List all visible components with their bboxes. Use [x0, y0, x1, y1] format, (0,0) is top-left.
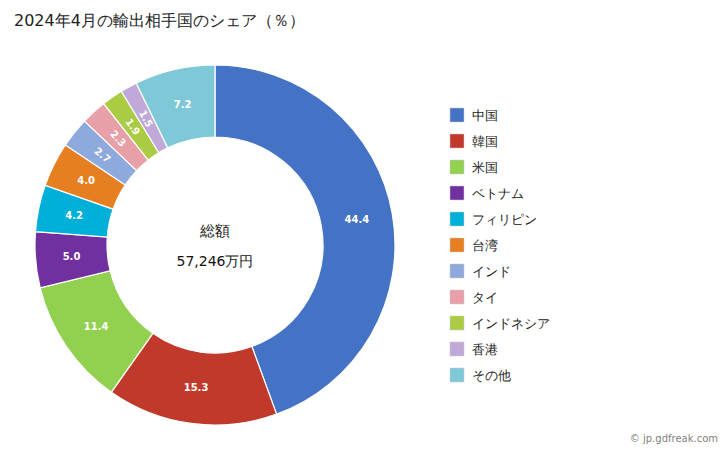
legend-item: 韓国 — [450, 134, 498, 149]
legend-item: 米国 — [450, 160, 498, 175]
legend-label: インド — [472, 264, 511, 279]
legend-item: 香港 — [450, 342, 498, 357]
legend-label: 中国 — [472, 108, 498, 123]
legend-label: 韓国 — [472, 134, 498, 149]
legend-item: 台湾 — [450, 238, 498, 253]
legend-item: インドネシア — [450, 316, 550, 331]
slice — [40, 271, 153, 392]
legend-item: タイ — [450, 290, 498, 305]
data-label: 1.5 — [137, 108, 155, 129]
chart: 2024年4月の輸出相手国のシェア（％） 44.4 15.3 11.4 5.0 4.2 4.… — [0, 0, 728, 450]
center-label: 総額 — [199, 222, 230, 240]
center-label: 57,246万円 — [177, 253, 254, 269]
data-label: 7.2 — [174, 99, 192, 110]
slice — [136, 65, 215, 148]
data-labels: 44.4 15.3 11.4 5.0 4.2 4.0 2.72.31.91.5 7.2 — [63, 99, 370, 393]
legend-swatch — [450, 108, 464, 122]
legend-label: 台湾 — [472, 238, 498, 253]
watermark: © jp.gdfreak.com — [630, 433, 718, 444]
legend-swatch — [450, 160, 464, 174]
legend-label: フィリピン — [472, 212, 537, 227]
legend-item: ベトナム — [450, 186, 524, 201]
legend-label: インドネシア — [472, 316, 550, 331]
data-label: 15.3 — [184, 382, 209, 393]
legend-swatch — [450, 316, 464, 330]
data-label: 4.0 — [77, 175, 95, 186]
slice — [35, 232, 110, 288]
data-label: 2.7 — [92, 145, 113, 165]
legend-swatch — [450, 264, 464, 278]
legend-label: タイ — [472, 290, 498, 305]
legend-swatch — [450, 186, 464, 200]
legend-item: インド — [450, 264, 511, 279]
data-label: 1.9 — [123, 116, 142, 137]
data-label: 44.4 — [344, 214, 369, 225]
legend: 中国韓国米国ベトナムフィリピン台湾インドタイインドネシア香港その他 — [450, 108, 550, 383]
legend-label: その他 — [472, 368, 511, 383]
data-label: 2.3 — [108, 128, 128, 149]
legend-swatch — [450, 238, 464, 252]
legend-item: 中国 — [450, 108, 498, 123]
legend-swatch — [450, 342, 464, 356]
data-label: 11.4 — [84, 321, 109, 332]
donut — [35, 65, 395, 425]
legend-item: フィリピン — [450, 212, 537, 227]
legend-label: 米国 — [472, 160, 498, 175]
legend-swatch — [450, 368, 464, 382]
legend-swatch — [450, 134, 464, 148]
legend-swatch — [450, 212, 464, 226]
title: 2024年4月の輸出相手国のシェア（％） — [14, 11, 305, 30]
data-label: 5.0 — [63, 251, 81, 262]
legend-label: 香港 — [472, 342, 498, 357]
legend-swatch — [450, 290, 464, 304]
legend-label: ベトナム — [472, 186, 524, 201]
legend-item: その他 — [450, 368, 511, 383]
data-label: 4.2 — [65, 210, 83, 221]
